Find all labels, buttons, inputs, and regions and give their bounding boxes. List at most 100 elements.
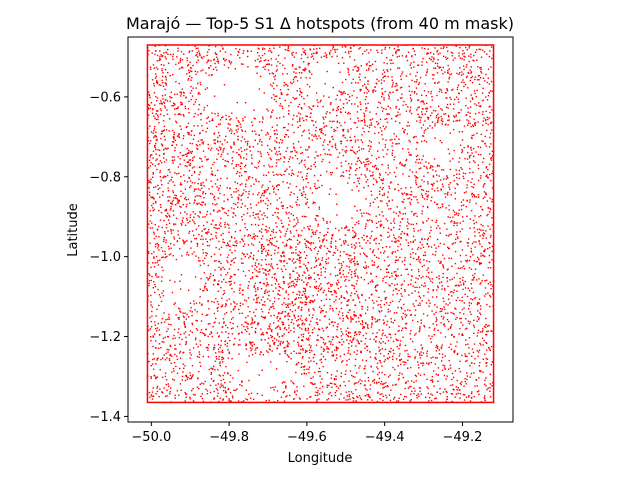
hotspot-point: [465, 318, 467, 320]
hotspot-point: [275, 287, 277, 289]
hotspot-point: [191, 375, 194, 377]
hotspot-point: [311, 316, 313, 319]
hotspot-point: [150, 304, 152, 306]
hotspot-point: [421, 135, 424, 137]
hotspot-point: [401, 308, 403, 310]
hotspot-point: [407, 380, 409, 382]
hotspot-point: [444, 193, 446, 195]
hotspot-point: [161, 130, 164, 132]
hotspot-point: [248, 281, 250, 283]
hotspot-point: [369, 213, 371, 216]
hotspot-point: [265, 229, 267, 231]
hotspot-point: [160, 211, 163, 214]
hotspot-point: [223, 57, 225, 60]
hotspot-point: [458, 169, 460, 172]
hotspot-point: [186, 378, 189, 380]
hotspot-point: [380, 220, 382, 222]
hotspot-point: [179, 212, 182, 214]
hotspot-point: [441, 356, 444, 359]
hotspot-point: [290, 174, 293, 176]
hotspot-point: [299, 257, 301, 260]
hotspot-point: [445, 106, 448, 108]
hotspot-point: [432, 176, 435, 178]
hotspot-point: [156, 390, 159, 393]
hotspot-point: [475, 241, 477, 243]
hotspot-point: [206, 289, 208, 291]
hotspot-point: [210, 378, 213, 380]
hotspot-point: [368, 61, 370, 63]
hotspot-point: [331, 235, 334, 237]
hotspot-point: [342, 129, 344, 131]
hotspot-point: [161, 376, 164, 379]
hotspot-point: [150, 196, 152, 198]
hotspot-point: [287, 88, 289, 91]
hotspot-point: [394, 138, 396, 141]
hotspot-point: [156, 308, 158, 311]
hotspot-point: [324, 358, 327, 361]
hotspot-point: [470, 149, 473, 151]
hotspot-point: [412, 257, 415, 260]
hotspot-point: [283, 116, 285, 118]
hotspot-point: [457, 284, 459, 286]
hotspot-point: [201, 125, 203, 127]
hotspot-point: [463, 81, 465, 84]
hotspot-point: [260, 57, 262, 59]
hotspot-point: [340, 140, 342, 143]
hotspot-point: [335, 98, 337, 101]
hotspot-point: [369, 356, 372, 358]
hotspot-point: [297, 315, 299, 317]
hotspot-point: [154, 147, 156, 149]
hotspot-point: [352, 375, 354, 378]
hotspot-point: [397, 259, 399, 261]
hotspot-point: [318, 206, 320, 208]
hotspot-point: [433, 329, 435, 331]
hotspot-point: [199, 203, 202, 206]
hotspot-point: [382, 93, 384, 95]
hotspot-point: [466, 378, 468, 381]
hotspot-point: [186, 161, 188, 163]
hotspot-point: [186, 181, 189, 183]
hotspot-point: [170, 362, 172, 364]
hotspot-point: [373, 338, 375, 341]
hotspot-point: [251, 265, 253, 267]
hotspot-point: [374, 132, 376, 135]
hotspot-point: [301, 117, 304, 119]
hotspot-point: [376, 320, 378, 322]
hotspot-point: [470, 247, 472, 250]
hotspot-point: [482, 49, 484, 51]
hotspot-point: [384, 118, 386, 120]
hotspot-point: [395, 143, 397, 145]
hotspot-point: [193, 116, 195, 118]
hotspot-point: [452, 88, 454, 91]
hotspot-point: [273, 314, 275, 317]
hotspot-point: [336, 107, 339, 109]
hotspot-point: [477, 355, 479, 357]
hotspot-point: [290, 380, 292, 382]
hotspot-point: [367, 377, 370, 379]
hotspot-point: [220, 286, 222, 289]
hotspot-point: [169, 393, 171, 395]
hotspot-point: [183, 322, 185, 325]
hotspot-point: [432, 185, 434, 187]
hotspot-point: [472, 59, 474, 62]
hotspot-point: [213, 312, 216, 315]
hotspot-point: [397, 189, 400, 192]
hotspot-point: [189, 349, 191, 351]
hotspot-point: [315, 187, 317, 190]
hotspot-point: [406, 268, 408, 270]
hotspot-point: [354, 334, 356, 337]
hotspot-point: [288, 50, 290, 52]
hotspot-point: [323, 234, 326, 237]
hotspot-point: [283, 302, 285, 304]
hotspot-point: [191, 314, 193, 317]
hotspot-point: [153, 256, 155, 258]
hotspot-point: [227, 254, 230, 256]
hotspot-point: [392, 349, 394, 351]
hotspot-point: [359, 314, 362, 316]
hotspot-point: [317, 290, 320, 292]
hotspot-point: [440, 108, 442, 110]
hotspot-point: [333, 379, 336, 381]
hotspot-point: [399, 87, 402, 89]
hotspot-point: [364, 253, 366, 256]
hotspot-point: [311, 350, 313, 352]
